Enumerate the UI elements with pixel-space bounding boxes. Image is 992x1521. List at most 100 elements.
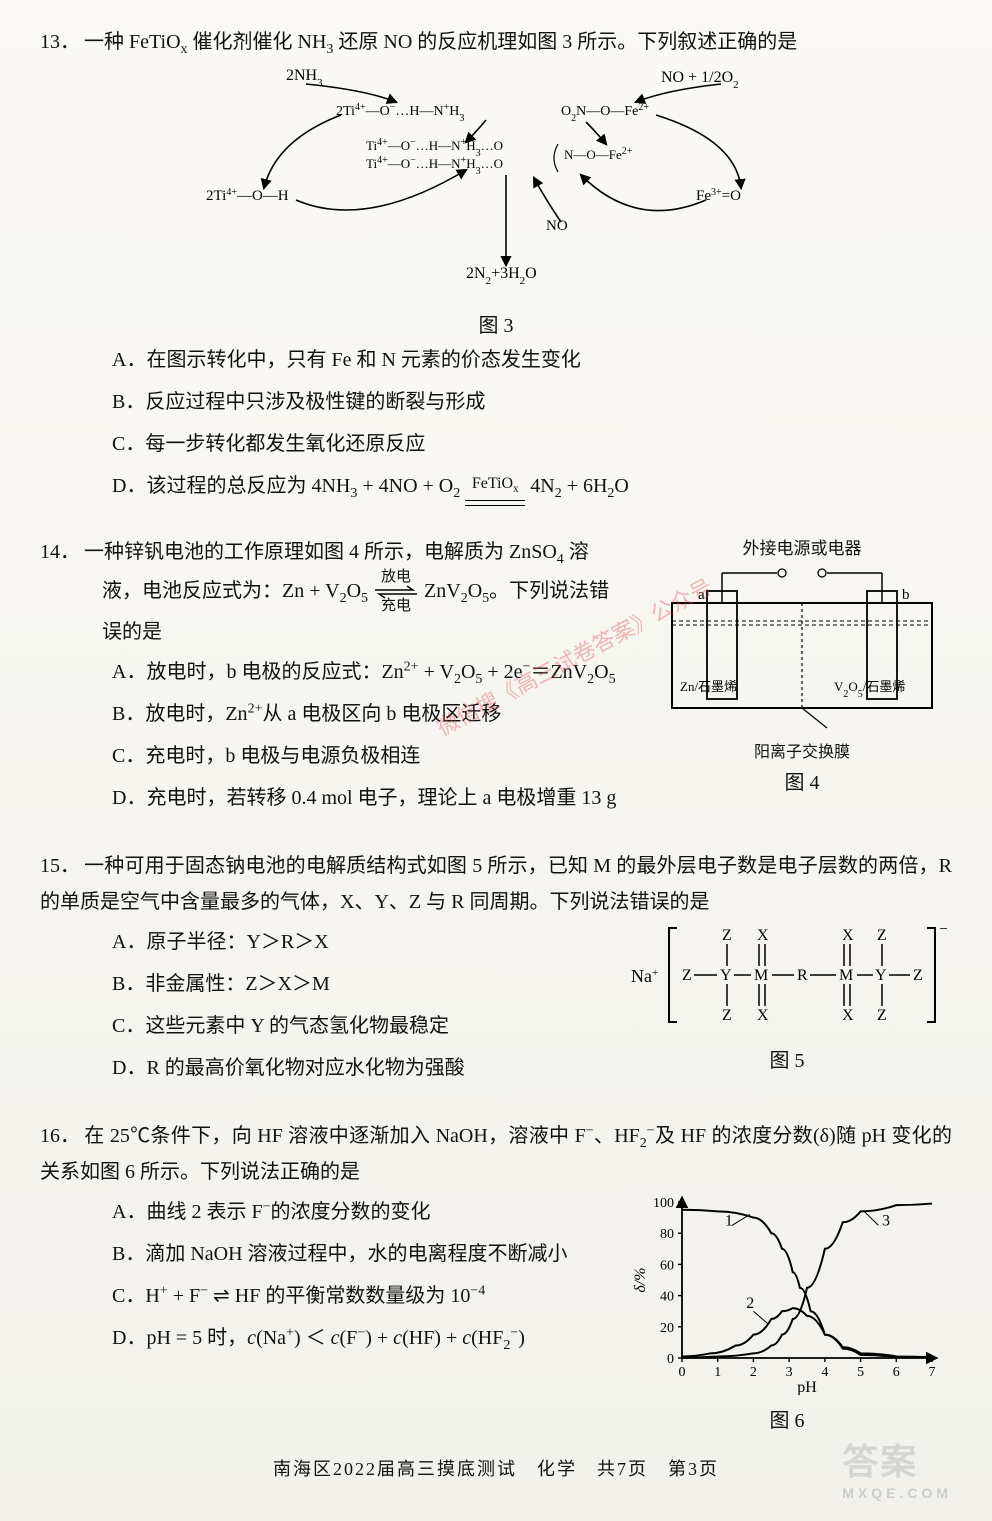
q13-d-pre: D．该过程的总反应为 4NH3 + 4NO + O2 bbox=[112, 475, 465, 497]
q13-opt-d: D．该过程的总反应为 4NH3 + 4NO + O2 FeTiOx 4N2 + … bbox=[112, 466, 952, 506]
svg-text:NO + 1/2O2: NO + 1/2O2 bbox=[661, 69, 739, 91]
q16-options: A．曲线 2 表示 F−的浓度分数的变化 B．滴加 NaOH 溶液过程中，水的电… bbox=[40, 1192, 622, 1358]
q13-opt-a: A．在图示转化中，只有 Fe 和 N 元素的价态发生变化 bbox=[112, 340, 952, 380]
q15-opt-d: D．R 的最高价氧化物对应水化物为强酸 bbox=[112, 1048, 622, 1088]
fig6-caption: 图 6 bbox=[622, 1404, 952, 1433]
q14-diagram-svg: a b Zn/石墨烯 V2O5/石墨烯 bbox=[662, 563, 942, 733]
q16-opt-a: A．曲线 2 表示 F−的浓度分数的变化 bbox=[112, 1192, 622, 1232]
q16-number: 16． bbox=[40, 1118, 84, 1154]
svg-text:2: 2 bbox=[746, 1295, 754, 1312]
q15-opt-c: C．这些元素中 Y 的气态氢化物最稳定 bbox=[112, 1006, 622, 1046]
q16-opt-b: B．滴加 NaOH 溶液过程中，水的电离程度不断减小 bbox=[112, 1234, 622, 1274]
svg-text:V2O5/石墨烯: V2O5/石墨烯 bbox=[834, 679, 905, 700]
question-14: 14．一种锌钒电池的工作原理如图 4 所示，电解质为 ZnSO4 溶 液，电池反… bbox=[40, 534, 952, 820]
fig5-caption: 图 5 bbox=[622, 1044, 952, 1073]
fig4-caption: 图 4 bbox=[652, 766, 952, 795]
svg-text:Z: Z bbox=[722, 927, 732, 944]
q16-chart-svg: 02040608010001234567pHδ/%123 bbox=[627, 1190, 947, 1395]
figure-5: Na+ − Z X X Z bbox=[622, 920, 952, 1073]
svg-text:0: 0 bbox=[667, 1352, 674, 1367]
svg-text:7: 7 bbox=[929, 1365, 936, 1380]
q13-diagram-svg: 2NH3 NO + 1/2O2 2Ti4+—O—H Fe3+=O NO 2N2+… bbox=[166, 60, 826, 300]
svg-text:60: 60 bbox=[660, 1259, 674, 1274]
q14-options: A．放电时，b 电极的反应式：Zn2+ + V2O5 + 2e−＝ZnV2O5 … bbox=[40, 652, 652, 818]
svg-text:Z: Z bbox=[913, 967, 923, 984]
svg-text:1: 1 bbox=[714, 1365, 721, 1380]
svg-text:X: X bbox=[842, 927, 854, 944]
q13-stem: 13．一种 FeTiOx 催化剂催化 NH3 还原 NO 的反应机理如图 3 所… bbox=[40, 24, 952, 60]
question-16: 16．在 25℃条件下，向 HF 溶液中逐渐加入 NaOH，溶液中 F−、HF2… bbox=[40, 1118, 952, 1433]
svg-text:M: M bbox=[754, 967, 768, 984]
q14-opt-d: D．充电时，若转移 0.4 mol 电子，理论上 a 电极增重 13 g bbox=[112, 778, 652, 818]
q16-opt-c: C．H+ + F− ⇌ HF 的平衡常数数量级为 10−4 bbox=[112, 1276, 622, 1316]
q13-d-catalyst: FeTiOx bbox=[465, 468, 525, 500]
q14-stem-l2: 液，电池反应式为：Zn + V2O5 放电 充电 ZnV2O5。下列说法错 bbox=[40, 570, 652, 614]
svg-text:2Ti4+—O—H: 2Ti4+—O—H bbox=[206, 187, 289, 205]
svg-text:X: X bbox=[842, 1007, 854, 1024]
svg-text:X: X bbox=[757, 1007, 769, 1024]
q14-arrow-top: 放电 bbox=[373, 570, 419, 585]
fig4-top-label: 外接电源或电器 bbox=[652, 534, 952, 559]
svg-text:pH: pH bbox=[797, 1379, 817, 1395]
svg-text:5: 5 bbox=[857, 1365, 864, 1380]
svg-text:Na+: Na+ bbox=[631, 966, 658, 986]
fig3-caption: 图 3 bbox=[40, 309, 952, 338]
q13-stem-text: 一种 FeTiOx 催化剂催化 NH3 还原 NO 的反应机理如图 3 所示。下… bbox=[84, 31, 797, 53]
fig4-membrane-label: 阳离子交换膜 bbox=[652, 738, 952, 762]
svg-text:Zn/石墨烯: Zn/石墨烯 bbox=[680, 679, 737, 694]
q14-stem-l3: 误的是 bbox=[40, 614, 652, 650]
figure-6: 02040608010001234567pHδ/%123 图 6 bbox=[622, 1190, 952, 1433]
svg-text:−: − bbox=[939, 921, 947, 938]
svg-text:2Ti4+—O−…H—N+H3: 2Ti4+—O−…H—N+H3 bbox=[336, 102, 464, 124]
svg-text:a: a bbox=[698, 587, 705, 603]
svg-text:NO: NO bbox=[546, 218, 568, 234]
svg-text:20: 20 bbox=[660, 1321, 674, 1336]
q14-opt-b: B．放电时，Zn2+从 a 电极区向 b 电极区迁移 bbox=[112, 694, 652, 734]
figure-4: 外接电源或电器 bbox=[652, 534, 952, 795]
svg-text:N—O—Fe2+: N—O—Fe2+ bbox=[564, 146, 633, 163]
svg-text:X: X bbox=[757, 927, 769, 944]
svg-text:R: R bbox=[797, 967, 808, 984]
svg-text:2N2+3H2O: 2N2+3H2O bbox=[466, 265, 537, 287]
q14-stem: 14．一种锌钒电池的工作原理如图 4 所示，电解质为 ZnSO4 溶 bbox=[40, 534, 652, 570]
q14-stem-l1: 一种锌钒电池的工作原理如图 4 所示，电解质为 ZnSO4 溶 bbox=[84, 541, 589, 563]
q15-stem-text: 一种可用于固态钠电池的电解质结构式如图 5 所示，已知 M 的最外层电子数是电子… bbox=[40, 855, 952, 913]
question-15: 15．一种可用于固态钠电池的电解质结构式如图 5 所示，已知 M 的最外层电子数… bbox=[40, 848, 952, 1090]
q15-diagram-svg: Na+ − Z X X Z bbox=[627, 920, 947, 1035]
svg-text:M: M bbox=[839, 967, 853, 984]
svg-text:3: 3 bbox=[882, 1213, 890, 1230]
svg-text:δ/%: δ/% bbox=[632, 1268, 649, 1293]
q14-number: 14． bbox=[40, 534, 84, 570]
q13-number: 13． bbox=[40, 24, 84, 60]
q14-opt-c: C．充电时，b 电极与电源负极相连 bbox=[112, 736, 652, 776]
q15-options: A．原子半径：Y＞R＞X B．非金属性：Z＞X＞M C．这些元素中 Y 的气态氢… bbox=[40, 922, 622, 1088]
q15-opt-b: B．非金属性：Z＞X＞M bbox=[112, 964, 622, 1004]
q16-opt-d: D．pH = 5 时，c(Na+) ＜ c(F−) + c(HF) + c(HF… bbox=[112, 1318, 622, 1358]
svg-text:100: 100 bbox=[653, 1196, 674, 1211]
svg-text:4: 4 bbox=[821, 1365, 828, 1380]
q13-opt-c: C．每一步转化都发生氧化还原反应 bbox=[112, 424, 952, 464]
q16-stem: 16．在 25℃条件下，向 HF 溶液中逐渐加入 NaOH，溶液中 F−、HF2… bbox=[40, 1118, 952, 1190]
q14-arrow-bot: 充电 bbox=[373, 599, 419, 614]
figure-3: 2NH3 NO + 1/2O2 2Ti4+—O—H Fe3+=O NO 2N2+… bbox=[40, 60, 952, 338]
svg-text:O2N—O—Fe2+: O2N—O—Fe2+ bbox=[561, 102, 649, 124]
watermark-sub: MXQE.COM bbox=[842, 1485, 952, 1501]
q16-stem-text: 在 25℃条件下，向 HF 溶液中逐渐加入 NaOH，溶液中 F−、HF2−及 … bbox=[40, 1125, 952, 1183]
q15-stem: 15．一种可用于固态钠电池的电解质结构式如图 5 所示，已知 M 的最外层电子数… bbox=[40, 848, 952, 920]
svg-text:Y: Y bbox=[720, 967, 732, 984]
svg-text:b: b bbox=[902, 587, 910, 603]
svg-text:40: 40 bbox=[660, 1290, 674, 1305]
svg-text:3: 3 bbox=[786, 1365, 793, 1380]
page-footer: 南海区2022届高三摸底测试 化学 共7页 第3页 bbox=[0, 1455, 992, 1481]
svg-text:6: 6 bbox=[893, 1365, 900, 1380]
q14-opt-a: A．放电时，b 电极的反应式：Zn2+ + V2O5 + 2e−＝ZnV2O5 bbox=[112, 652, 652, 692]
svg-text:1: 1 bbox=[725, 1213, 733, 1230]
svg-text:Z: Z bbox=[722, 1007, 732, 1024]
q13-options: A．在图示转化中，只有 Fe 和 N 元素的价态发生变化 B．反应过程中只涉及极… bbox=[40, 340, 952, 506]
svg-text:Z: Z bbox=[877, 1007, 887, 1024]
svg-text:2: 2 bbox=[750, 1365, 757, 1380]
q13-d-post: 4N2 + 6H2O bbox=[525, 475, 629, 497]
svg-text:Z: Z bbox=[682, 967, 692, 984]
svg-text:Y: Y bbox=[875, 967, 887, 984]
svg-text:0: 0 bbox=[679, 1365, 686, 1380]
